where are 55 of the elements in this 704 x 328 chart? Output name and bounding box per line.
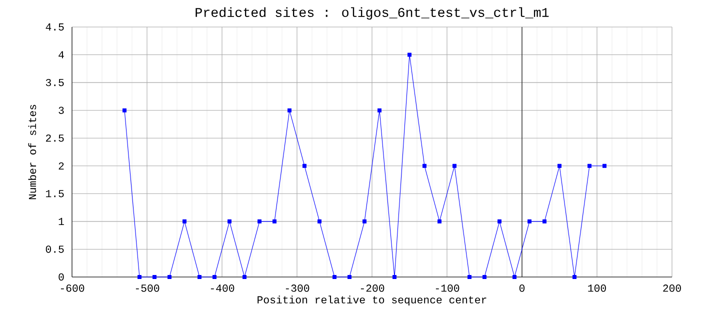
point xyxy=(242,274,247,279)
point xyxy=(378,108,382,112)
x-tick-label: -500 xyxy=(136,284,160,292)
point xyxy=(512,274,516,279)
point xyxy=(542,219,546,224)
point xyxy=(422,164,427,168)
y-tick-label: 1.5 xyxy=(46,190,64,198)
x-tick-label: -200 xyxy=(360,284,384,292)
point xyxy=(407,52,412,57)
y-tick-label: 3.5 xyxy=(46,78,64,86)
y-tick-label: 2 xyxy=(58,162,64,170)
y-tick-label: 2.5 xyxy=(46,134,64,142)
y-tick-label: 0 xyxy=(58,273,64,281)
point xyxy=(557,164,562,168)
point xyxy=(258,219,262,224)
point xyxy=(332,274,337,279)
point xyxy=(362,219,367,224)
point xyxy=(482,274,486,279)
point xyxy=(152,274,157,279)
chart-title: Predicted sites : oligos_6nt_test_vs_ctrl_m1 xyxy=(196,7,549,20)
x-tick-label: 100 xyxy=(588,284,606,292)
point xyxy=(198,274,202,279)
point xyxy=(272,219,277,224)
point xyxy=(587,164,592,168)
point xyxy=(318,219,322,224)
y-axis-title: Number of sites xyxy=(28,104,36,200)
point xyxy=(212,274,217,279)
point xyxy=(452,164,456,168)
point xyxy=(182,219,187,224)
y-tick-label: 4.5 xyxy=(46,23,64,31)
point xyxy=(138,274,142,279)
point xyxy=(392,274,396,279)
point xyxy=(437,219,442,224)
x-tick-label: -600 xyxy=(60,284,84,292)
point xyxy=(347,274,352,279)
x-tick-label: -300 xyxy=(286,284,310,292)
point xyxy=(467,274,472,279)
point xyxy=(497,219,502,224)
point xyxy=(527,219,532,224)
x-axis-title: Position relative to sequence center xyxy=(258,296,486,306)
y-tick-label: 4 xyxy=(58,51,64,58)
point xyxy=(288,108,292,112)
x-tick-label: -100 xyxy=(436,284,460,292)
point xyxy=(228,219,232,224)
y-tick-label: 1 xyxy=(58,218,64,225)
point xyxy=(602,164,606,168)
x-tick-label: 0 xyxy=(519,284,525,292)
y-tick-label: 3 xyxy=(58,106,64,114)
point xyxy=(572,274,576,279)
y-tick-label: 0.5 xyxy=(46,246,64,253)
point xyxy=(302,164,307,168)
point xyxy=(122,108,127,112)
x-tick-label: -400 xyxy=(210,284,234,292)
point xyxy=(168,274,172,279)
x-tick-label: 200 xyxy=(663,284,681,292)
